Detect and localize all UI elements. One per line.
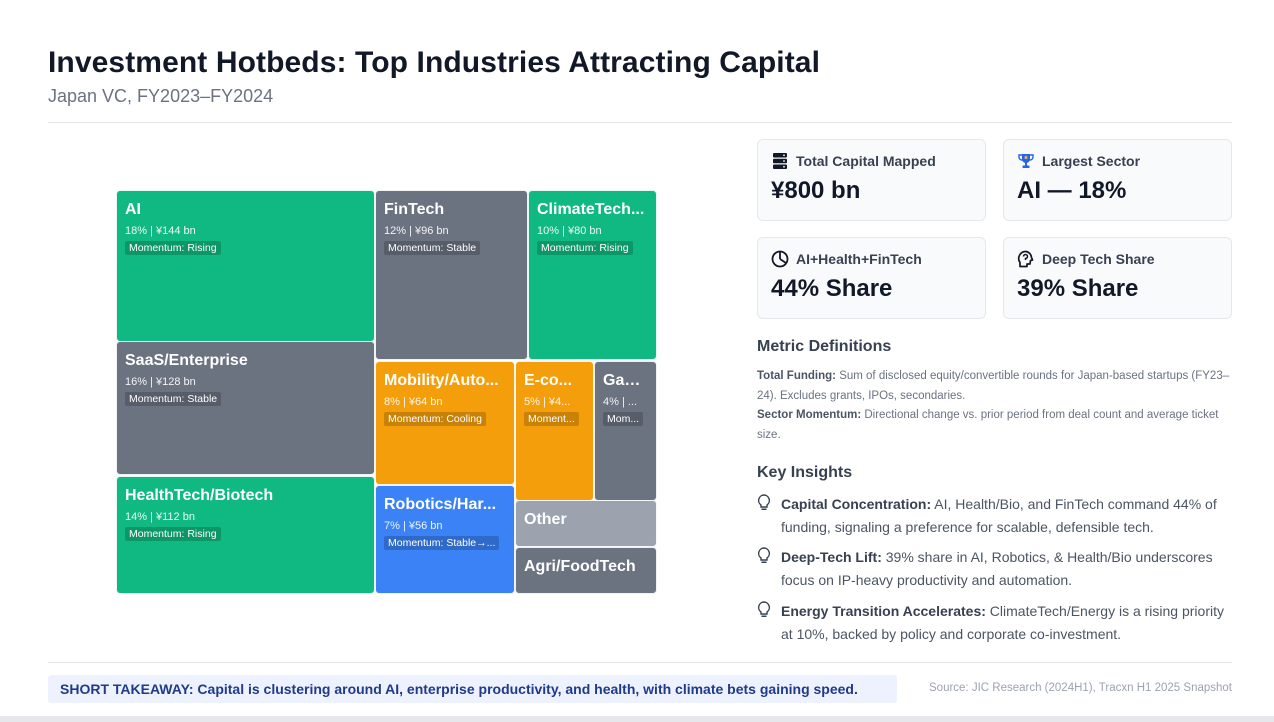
tile-value: 8% | ¥64 bn [384, 396, 443, 408]
tile-value: 4% | ... [603, 396, 638, 408]
page-title: Investment Hotbeds: Top Industries Attra… [48, 46, 821, 79]
kpi-value: 44% Share [771, 275, 893, 302]
treemap-tile-gaming: Gam... 4% | ... Mom... [594, 361, 657, 501]
tile-value: 5% | ¥4... [524, 396, 571, 408]
treemap-tile-robotics: Robotics/Har... 7% | ¥56 bn Momentum: Stab… [375, 485, 515, 594]
tile-momentum-badge: Momentum: Stable [125, 392, 222, 406]
tile-value: 14% | ¥112 bn [125, 511, 195, 523]
header-divider [48, 122, 1232, 123]
server-stack-icon [771, 152, 789, 170]
kpi-label: Largest Sector [1042, 153, 1141, 169]
treemap-tile-fintech: FinTech 12% | ¥96 bn Momentum: Stable [375, 190, 528, 360]
kpi-value: AI — 18% [1017, 177, 1127, 204]
treemap-tile-agri-foodtech: Agri/FoodTech [515, 547, 657, 594]
tile-label: Agri/FoodTech [524, 558, 636, 575]
tile-label: Other [524, 511, 567, 528]
tile-momentum-badge: Moment... [524, 412, 579, 426]
kpi-card-total-capital: Total Capital Mapped ¥800 bn [757, 139, 986, 221]
definition-text: Sum of disclosed equity/convertible roun… [757, 370, 1230, 402]
insight-head: Deep-Tech Lift: [781, 549, 882, 565]
brain-icon [1017, 250, 1035, 268]
insight-item: Deep-Tech Lift: 39% share in AI, Robotic… [757, 546, 1235, 592]
lightbulb-icon [757, 600, 773, 646]
treemap-tile-ai: AI 18% | ¥144 bn Momentum: Rising [116, 190, 375, 342]
kpi-value: 39% Share [1017, 275, 1139, 302]
tile-momentum-badge: Momentum: Stable [384, 241, 481, 255]
insights-title: Key Insights [757, 464, 853, 481]
tile-value: 7% | ¥56 bn [384, 520, 443, 532]
tile-momentum-badge: Momentum: Rising [537, 241, 633, 255]
insight-text: 39% share in AI, Robotics, & Health/Bio … [781, 549, 1213, 588]
treemap-tile-saas-enterprise: SaaS/Enterprise 16% | ¥128 bn Momentum: St… [116, 341, 375, 475]
tile-momentum-badge: Mom... [603, 412, 644, 426]
tile-value: 12% | ¥96 bn [384, 225, 449, 237]
page-subtitle: Japan VC, FY2023–FY2024 [48, 86, 274, 106]
tile-value: 16% | ¥128 bn [125, 376, 196, 388]
insight-item: Energy Transition Accelerates: ClimateTe… [757, 600, 1235, 646]
lightbulb-icon [757, 546, 773, 592]
definition-item: Sector Momentum: Directional change vs. … [757, 406, 1235, 445]
insight-text: AI, Health/Bio, and FinTech command 44% … [781, 496, 1217, 535]
tile-momentum-badge: Momentum: Stable→... [384, 536, 500, 550]
tile-label: E-co... [524, 372, 573, 389]
footer-divider [48, 662, 1232, 663]
insight-item: Capital Concentration: AI, Health/Bio, a… [757, 493, 1235, 539]
tile-momentum-badge: Momentum: Rising [125, 241, 221, 255]
treemap-tile-e-commerce: E-co... 5% | ¥4... Moment... [515, 361, 594, 501]
kpi-label: Deep Tech Share [1042, 251, 1155, 267]
treemap-tile-other: Other [515, 500, 657, 547]
tile-value: 10% | ¥80 bn [537, 225, 602, 237]
sector-treemap: AI 18% | ¥144 bn Momentum: Rising SaaS/Ente… [116, 190, 657, 595]
definition-item: Total Funding: Sum of disclosed equity/c… [757, 367, 1235, 406]
trophy-icon [1017, 152, 1035, 170]
treemap-tile-climatetech: ClimateTech... 10% | ¥80 bn Momentum: Risi… [528, 190, 657, 360]
tile-momentum-badge: Momentum: Cooling [384, 412, 486, 426]
tile-label: Robotics/Har... [384, 496, 497, 513]
kpi-card-ai-health-fintech: AI+Health+FinTech 44% Share [757, 237, 986, 319]
definitions-list: Total Funding: Sum of disclosed equity/c… [757, 367, 1235, 445]
pie-chart-icon [771, 250, 789, 268]
kpi-card-largest-sector: Largest Sector AI — 18% [1003, 139, 1232, 221]
tile-label: FinTech [384, 201, 445, 218]
tile-value: 18% | ¥144 bn [125, 225, 196, 237]
definition-text: Directional change vs. prior period from… [757, 409, 1219, 441]
tile-label: HealthTech/Biotech [125, 487, 274, 504]
tile-momentum-badge: Momentum: Rising [125, 527, 221, 541]
tile-label: AI [125, 201, 141, 218]
tile-label: ClimateTech... [537, 201, 645, 218]
treemap-tile-healthtech-biotech: HealthTech/Biotech 14% | ¥112 bn Momentum:… [116, 476, 375, 594]
definition-term: Sector Momentum: [757, 409, 862, 421]
tile-label: Mobility/Auto... [384, 372, 499, 389]
kpi-label: AI+Health+FinTech [796, 251, 922, 267]
insight-head: Energy Transition Accelerates: [781, 603, 986, 619]
takeaway-banner: SHORT TAKEAWAY: Capital is clustering ar… [48, 675, 897, 703]
kpi-value: ¥800 bn [771, 177, 861, 204]
insight-head: Capital Concentration: [781, 496, 932, 512]
bottom-strip [0, 716, 1274, 722]
kpi-card-deep-tech: Deep Tech Share 39% Share [1003, 237, 1232, 319]
tile-label: SaaS/Enterprise [125, 352, 248, 369]
tile-label: Gam... [603, 372, 648, 389]
kpi-label: Total Capital Mapped [796, 153, 936, 169]
insight-text: ClimateTech/Energy is a rising priority … [781, 603, 1224, 642]
source-note: Source: JIC Research (2024H1), Tracxn H1… [929, 682, 1232, 694]
definition-term: Total Funding: [757, 370, 836, 382]
treemap-tile-mobility: Mobility/Auto... 8% | ¥64 bn Momentum: Coo… [375, 361, 515, 485]
lightbulb-icon [757, 493, 773, 539]
definitions-title: Metric Definitions [757, 338, 892, 355]
